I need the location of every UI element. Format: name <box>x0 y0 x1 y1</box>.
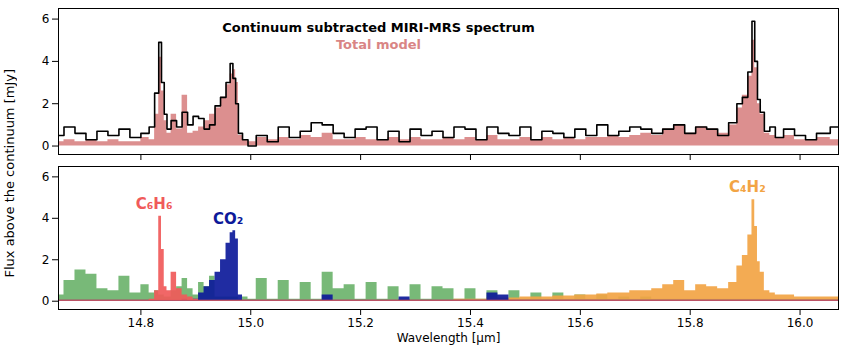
svg-text:2: 2 <box>42 253 50 267</box>
svg-text:15.8: 15.8 <box>677 316 704 330</box>
svg-text:Continuum subtracted MIRI-MRS: Continuum subtracted MIRI-MRS spectrum <box>222 20 534 35</box>
svg-text:0: 0 <box>42 294 50 308</box>
svg-text:15.4: 15.4 <box>457 316 484 330</box>
svg-text:15.0: 15.0 <box>237 316 264 330</box>
svg-text:0: 0 <box>42 139 50 153</box>
svg-text:CO₂: CO₂ <box>213 210 243 228</box>
svg-text:C₄H₂: C₄H₂ <box>729 178 766 196</box>
svg-text:6: 6 <box>42 170 50 184</box>
svg-text:15.6: 15.6 <box>567 316 594 330</box>
svg-text:4: 4 <box>42 211 50 225</box>
svg-text:15.2: 15.2 <box>347 316 374 330</box>
svg-text:C₆H₆: C₆H₆ <box>136 195 173 213</box>
svg-text:16.0: 16.0 <box>787 316 814 330</box>
svg-text:14.8: 14.8 <box>128 316 155 330</box>
svg-text:Wavelength [µm]: Wavelength [µm] <box>397 331 501 345</box>
svg-text:6: 6 <box>42 12 50 26</box>
html-text:Flux above the continuum [mJy]: Flux above the continuum [mJy] <box>1 69 17 278</box>
svg-text:Total model: Total model <box>336 37 421 52</box>
svg-text:2: 2 <box>42 97 50 111</box>
svg-text:4: 4 <box>42 54 50 68</box>
